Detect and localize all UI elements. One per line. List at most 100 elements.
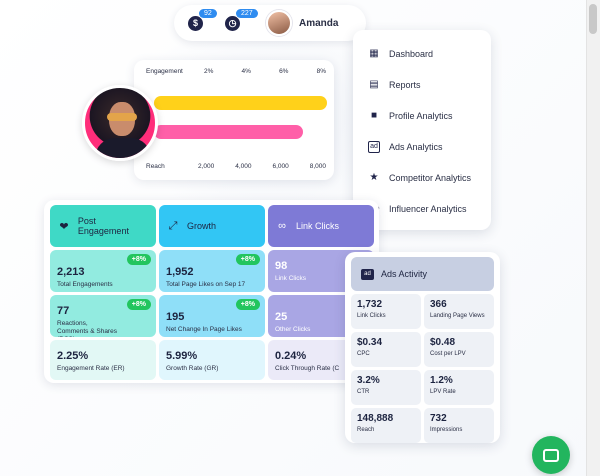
metric-value: 5.99%: [166, 350, 198, 362]
ads-metric-cell: 732 Impressions: [424, 408, 494, 443]
ads-metric-cell: $0.48 Cost per LPV: [424, 332, 494, 367]
ads-metric-cell: 1,732 Link Clicks: [351, 294, 421, 329]
ads-activity-header[interactable]: ad Ads Activity: [351, 257, 494, 291]
menu-item-label: Influencer Analytics: [389, 203, 467, 214]
activity-badge: 227: [236, 8, 258, 18]
metric-label: Reach: [357, 427, 375, 433]
menu-item-label: Ads Analytics: [389, 141, 443, 152]
column-title: Growth: [187, 221, 217, 231]
ads-metric-cell: 148,888 Reach: [351, 408, 421, 443]
metric-cell: 2.25% Engagement Rate (ER): [50, 340, 156, 380]
metric-label: Net Change In Page Likes: [166, 326, 242, 333]
metric-label: CTR: [357, 389, 370, 395]
ads-activity-title: Ads Activity: [381, 269, 428, 279]
metric-cell: +8% 2,213 Total Engagements: [50, 250, 156, 292]
metric-value: 77: [57, 305, 70, 317]
metric-cell: +8% 1,952 Total Page Likes on Sep 17: [159, 250, 265, 292]
post-engagement-header[interactable]: ❤ Post Engagement: [50, 205, 156, 247]
axis-tick: 4,000: [235, 163, 252, 170]
metric-label: Cost per LPV: [430, 351, 466, 357]
metric-value: 195: [166, 311, 185, 323]
activity-indicator[interactable]: ◷ 227: [225, 8, 258, 31]
link-clicks-header[interactable]: ∞ Link Clicks: [268, 205, 374, 247]
metric-label: Reactions, Comments & Shares (RCS): [57, 320, 117, 337]
reach-axis-label: Reach: [146, 163, 165, 170]
menu-item-label: Dashboard: [389, 48, 434, 59]
photo-body: [95, 138, 151, 158]
ads-metric-cell: 1.2% LPV Rate: [424, 370, 494, 405]
ads-metric-cell: $0.34 CPC: [351, 332, 421, 367]
metric-label: Click Through Rate (C: [275, 365, 340, 372]
menu-item-ads-analytics[interactable]: ad Ads Analytics: [353, 131, 491, 162]
reach-axis: Reach 2,000 4,000 6,000 8,000: [146, 163, 326, 170]
metric-value: 2.25%: [57, 350, 89, 362]
menu-item-label: Profile Analytics: [389, 110, 453, 121]
menu-item-label: Reports: [389, 79, 421, 90]
metric-value: $0.48: [430, 337, 456, 348]
metric-label: Link Clicks: [357, 313, 386, 319]
metric-value: 3.2%: [357, 375, 380, 386]
heart-icon: ❤: [59, 220, 69, 233]
metric-value: 0.24%: [275, 350, 307, 362]
ads-metric-cell: 366 Landing Page Views: [424, 294, 494, 329]
engagement-reach-card: Engagement 2% 4% 6% 8% Reach 2,000 4,000…: [134, 60, 334, 180]
metric-value: 1.2%: [430, 375, 453, 386]
engagement-axis: Engagement 2% 4% 6% 8%: [146, 68, 326, 75]
metric-value: 98: [275, 260, 288, 272]
axis-tick: 6,000: [272, 163, 289, 170]
axis-tick: 8,000: [309, 163, 326, 170]
menu-item-competitor-analytics[interactable]: ★ Competitor Analytics: [353, 162, 491, 193]
metric-label: Engagement Rate (ER): [57, 365, 125, 372]
menu-item-reports[interactable]: ▤ Reports: [353, 69, 491, 100]
menu-item-label: Competitor Analytics: [389, 172, 472, 183]
report-icon: ▤: [369, 79, 379, 90]
metric-label: Total Engagements: [57, 281, 113, 288]
change-pill: +8%: [126, 254, 151, 265]
expand-icon: ⤢: [168, 219, 178, 232]
metric-value: $0.34: [357, 337, 383, 348]
trophy-icon: ★: [369, 172, 379, 183]
growth-header[interactable]: ⤢ Growth: [159, 205, 265, 247]
revenue-indicator[interactable]: $ 92: [188, 8, 217, 31]
photo-glasses: [107, 113, 137, 121]
clock-icon: ◷: [225, 15, 240, 31]
metric-label: Link Clicks: [275, 275, 307, 282]
metrics-grid-card: ❤ Post Engagement +8% 2,213 Total Engage…: [44, 200, 379, 383]
ads-metric-cell: 3.2% CTR: [351, 370, 421, 405]
menu-item-profile-analytics[interactable]: ■ Profile Analytics: [353, 100, 491, 131]
user-name[interactable]: Amanda: [299, 17, 339, 29]
dollar-icon: $: [188, 15, 203, 31]
revenue-badge: 92: [199, 8, 217, 18]
scrollbar[interactable]: [586, 0, 600, 476]
user-avatar[interactable]: [266, 10, 292, 36]
metric-value: 366: [430, 299, 447, 310]
menu-item-dashboard[interactable]: ▦ Dashboard: [353, 38, 491, 69]
metric-label: Landing Page Views: [430, 313, 485, 319]
axis-tick: 8%: [316, 68, 326, 75]
change-pill: +8%: [126, 299, 151, 310]
metric-value: 148,888: [357, 413, 394, 424]
engagement-axis-label: Engagement: [146, 68, 183, 75]
dashboard-icon: ▦: [369, 48, 379, 59]
scrollbar-thumb[interactable]: [589, 4, 597, 34]
metric-cell: +8% 195 Net Change In Page Likes: [159, 295, 265, 337]
metric-label: Other Clicks: [275, 326, 311, 333]
axis-tick: 2%: [204, 68, 214, 75]
ad-icon: ad: [361, 268, 374, 280]
metric-label: Growth Rate (GR): [166, 365, 219, 372]
engagement-bar: [154, 96, 327, 110]
metric-label: LPV Rate: [430, 389, 456, 395]
ads-activity-card: ad Ads Activity 1,732 Link Clicks 366 La…: [345, 252, 500, 443]
metric-cell: +8% 77 Reactions, Comments & Shares (RCS…: [50, 295, 156, 337]
metric-value: 1,952: [166, 266, 194, 278]
metric-cell: 5.99% Growth Rate (GR): [159, 340, 265, 380]
column-title: Post Engagement: [77, 216, 129, 236]
top-bar: $ 92 ◷ 227 Amanda: [174, 5, 366, 41]
metric-value: 2,213: [57, 266, 85, 278]
metric-value: 1,732: [357, 299, 383, 310]
metric-label: CPC: [357, 351, 370, 357]
influencer-photo: [82, 85, 158, 161]
chat-button[interactable]: [532, 436, 570, 474]
axis-tick: 2,000: [198, 163, 215, 170]
metric-value: 25: [275, 311, 288, 323]
